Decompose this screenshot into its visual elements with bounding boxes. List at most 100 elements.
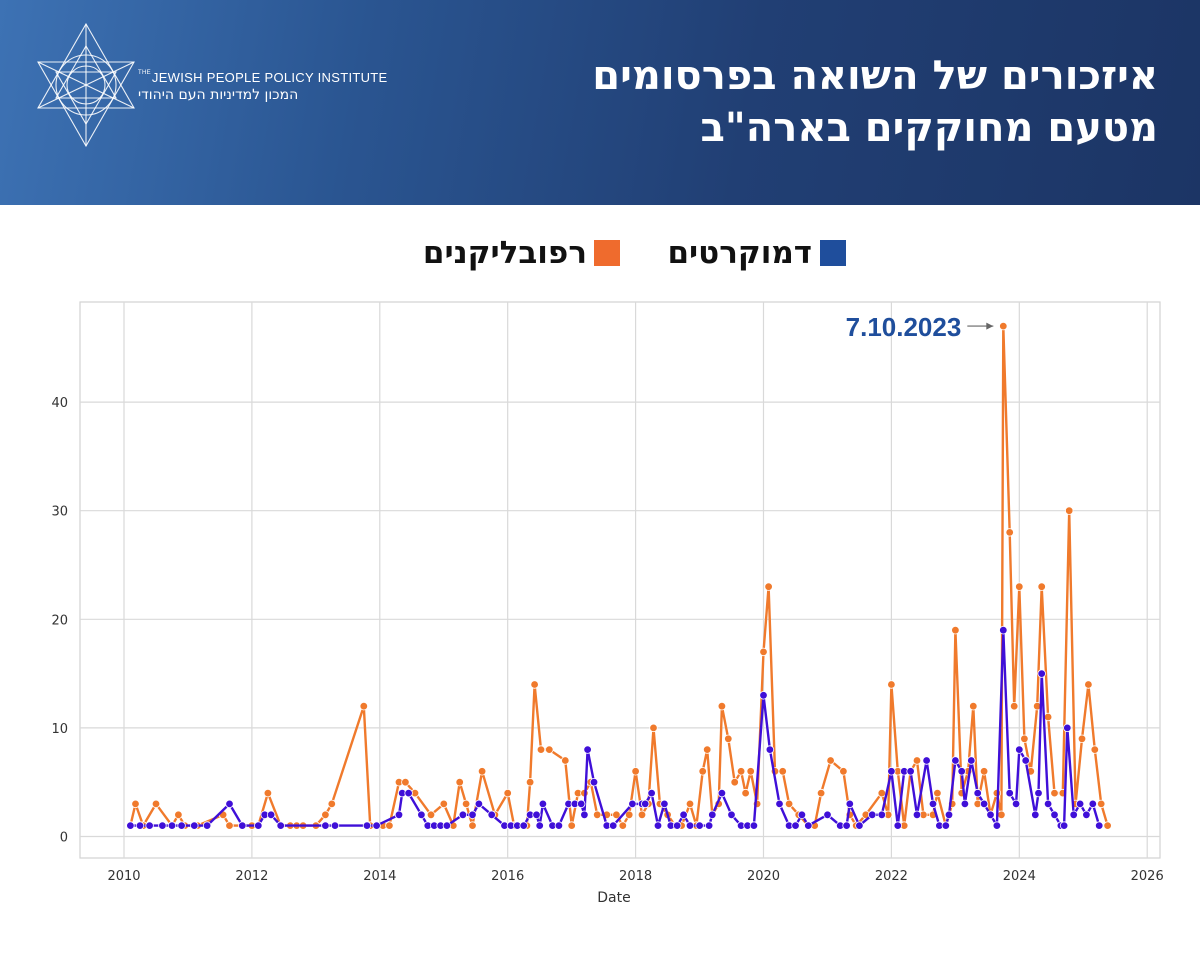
data-point-democrats xyxy=(458,810,468,819)
data-point-democrats xyxy=(238,821,247,830)
data-point-democrats xyxy=(394,810,404,819)
x-tick-label: 2016 xyxy=(491,869,524,884)
data-point-democrats xyxy=(202,821,212,830)
data-point-republicans xyxy=(1090,745,1099,754)
data-point-democrats xyxy=(717,788,727,798)
data-point-republicans xyxy=(439,799,448,809)
y-tick-label: 20 xyxy=(51,613,68,628)
data-point-republicans xyxy=(401,778,410,787)
x-tick-label: 2018 xyxy=(619,869,652,884)
logo-the: THE xyxy=(138,70,151,76)
data-point-republicans xyxy=(327,799,336,809)
data-point-republicans xyxy=(530,680,539,689)
data-point-republicans xyxy=(759,647,768,657)
data-point-republicans xyxy=(979,767,989,776)
data-point-democrats xyxy=(704,821,714,830)
data-point-republicans xyxy=(724,734,733,743)
data-point-democrats xyxy=(225,799,234,809)
data-point-republicans xyxy=(151,799,161,809)
logo-hebrew-name: המכון למדיניות העם היהודי xyxy=(138,87,299,103)
data-point-democrats xyxy=(1015,745,1024,754)
data-point-democrats xyxy=(583,745,592,754)
legend-label-democrats: דמוקרטים xyxy=(667,235,812,271)
data-point-democrats xyxy=(1037,669,1046,678)
data-point-democrats xyxy=(135,821,145,830)
data-point-democrats xyxy=(647,788,656,798)
data-point-republicans xyxy=(1010,702,1019,711)
data-point-democrats xyxy=(1034,788,1043,798)
x-tick-label: 2022 xyxy=(875,869,908,884)
data-point-democrats xyxy=(928,799,938,809)
data-point-democrats xyxy=(321,821,330,830)
data-point-republicans xyxy=(536,745,546,754)
data-point-republicans xyxy=(174,810,183,819)
data-point-democrats xyxy=(941,821,950,830)
legend-label-republicans: רפובליקנים xyxy=(422,235,587,271)
data-point-republicans xyxy=(826,756,835,765)
data-point-republicans xyxy=(618,821,627,830)
data-point-democrats xyxy=(532,810,541,819)
data-point-democrats xyxy=(653,821,663,830)
data-point-democrats xyxy=(922,756,931,765)
legend-swatch-democrats xyxy=(820,240,846,266)
data-point-democrats xyxy=(577,799,586,809)
data-point-democrats xyxy=(190,821,199,830)
data-point-republicans xyxy=(1077,734,1087,743)
data-point-democrats xyxy=(609,821,618,830)
data-point-democrats xyxy=(957,767,966,776)
data-point-republicans xyxy=(503,788,512,798)
data-point-democrats xyxy=(791,821,800,830)
data-point-republicans xyxy=(912,756,922,765)
data-point-democrats xyxy=(775,799,784,809)
data-point-democrats xyxy=(868,810,877,819)
data-point-republicans xyxy=(461,799,471,809)
data-point-republicans xyxy=(1020,734,1029,743)
logo-wordmark: THEJEWISH PEOPLE POLICY INSTITUTE המכון … xyxy=(138,70,388,103)
data-point-democrats xyxy=(404,788,413,798)
data-point-democrats xyxy=(158,821,167,830)
x-tick-label: 2014 xyxy=(363,869,396,884)
data-point-democrats xyxy=(999,626,1008,635)
data-point-democrats xyxy=(842,821,851,830)
data-point-republicans xyxy=(1005,528,1014,537)
data-point-republicans xyxy=(1050,788,1059,798)
annotation-arrow-head xyxy=(986,322,994,330)
data-point-democrats xyxy=(1043,799,1053,809)
annotation-label: 7.10.2023 xyxy=(846,312,962,342)
data-point-republicans xyxy=(477,767,487,776)
data-point-democrats xyxy=(126,821,135,830)
data-point-democrats xyxy=(749,821,759,830)
data-point-republicans xyxy=(736,767,746,776)
data-point-democrats xyxy=(992,821,1002,830)
page-title: איזכורים של השואה בפרסומים מטעם מחוקקים … xyxy=(438,50,1158,154)
data-point-republicans xyxy=(730,778,739,787)
data-point-democrats xyxy=(167,821,177,830)
legend-item-republicans: רפובליקנים xyxy=(400,234,625,274)
data-point-republicans xyxy=(746,767,755,776)
data-point-republicans xyxy=(698,767,707,776)
data-point-democrats xyxy=(960,799,970,809)
data-point-democrats xyxy=(877,810,886,819)
data-point-republicans xyxy=(225,821,234,830)
plot-area xyxy=(79,301,1161,859)
data-point-democrats xyxy=(685,821,695,830)
y-tick-label: 30 xyxy=(51,505,68,520)
data-point-democrats xyxy=(538,799,548,809)
data-point-democrats xyxy=(673,821,682,830)
title-line-2: מטעם מחוקקים בארה"ב xyxy=(700,105,1158,151)
data-point-democrats xyxy=(1094,821,1104,830)
data-point-democrats xyxy=(519,821,528,830)
data-point-democrats xyxy=(1082,810,1091,819)
logo-english-name: THEJEWISH PEOPLE POLICY INSTITUTE xyxy=(138,70,388,85)
data-point-democrats xyxy=(944,810,954,819)
data-point-republicans xyxy=(784,799,794,809)
data-point-democrats xyxy=(979,799,989,809)
data-point-republicans xyxy=(263,788,273,798)
data-point-republicans xyxy=(131,799,140,809)
data-point-democrats xyxy=(765,745,775,754)
data-point-democrats xyxy=(487,810,496,819)
legend-item-democrats: דמוקרטים xyxy=(650,234,850,274)
data-point-democrats xyxy=(145,821,154,830)
data-point-republicans xyxy=(778,767,787,776)
data-point-democrats xyxy=(893,821,902,830)
